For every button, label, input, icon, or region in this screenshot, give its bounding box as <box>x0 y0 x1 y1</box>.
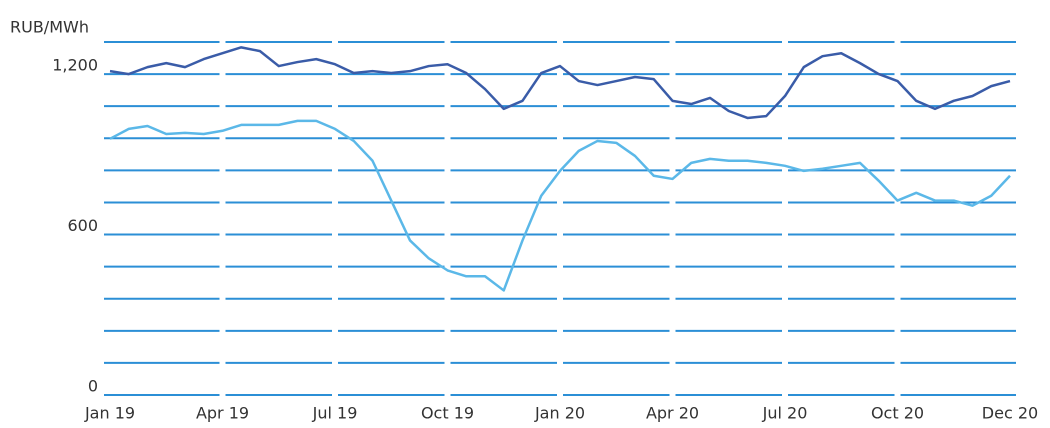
x-tick-label: Dec 20 <box>982 404 1038 423</box>
x-tick-label: Jan 20 <box>534 404 585 423</box>
y-tick-label: 600 <box>67 216 98 235</box>
y-axis-label: RUB/MWh <box>10 18 89 37</box>
x-tick-label: Oct 20 <box>871 404 924 423</box>
line-series <box>109 119 1011 292</box>
y-tick-label: 1,200 <box>52 56 98 75</box>
x-tick-label: Jul 20 <box>762 404 808 423</box>
x-tick-label: Jul 19 <box>312 404 358 423</box>
line-series <box>109 46 1011 120</box>
x-tick-label: Jan 19 <box>84 404 135 423</box>
x-tick-label: Apr 19 <box>196 404 249 423</box>
x-tick-label: Oct 19 <box>421 404 474 423</box>
x-tick-label: Apr 20 <box>646 404 699 423</box>
y-tick-label: 0 <box>88 377 98 396</box>
